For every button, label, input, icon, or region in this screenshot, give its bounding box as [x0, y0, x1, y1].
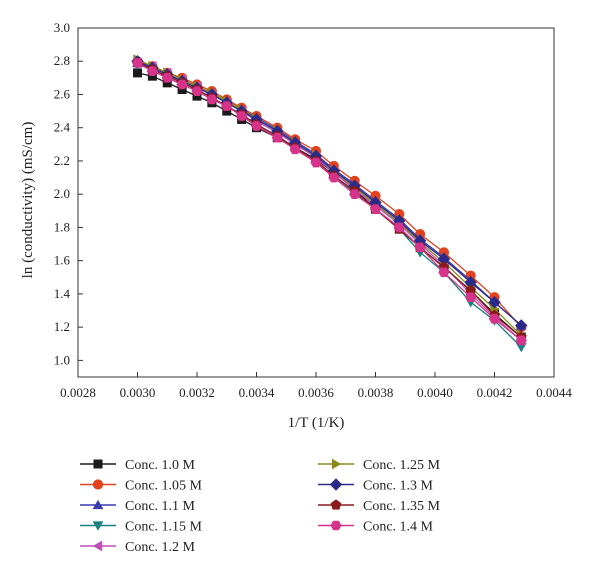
legend-label: Conc. 1.1 M — [125, 499, 196, 514]
y-tick-label: 1.0 — [54, 352, 70, 367]
series-line — [137, 62, 522, 341]
y-axis-title: ln (conductivity) (mS/cm) — [20, 122, 36, 279]
series-line — [137, 63, 522, 348]
data-point — [221, 101, 233, 111]
y-tick-label: 2.2 — [54, 153, 70, 168]
legend-label: Conc. 1.2 M — [125, 540, 196, 555]
legend-item: Conc. 1.15 M — [80, 520, 203, 535]
x-tick-label: 0.0040 — [417, 385, 453, 400]
data-point — [206, 94, 218, 105]
y-tick-label: 2.6 — [54, 86, 71, 101]
legend-label: Conc. 1.35 M — [363, 499, 441, 514]
data-point — [146, 66, 158, 77]
y-tick-label: 3.0 — [54, 20, 70, 35]
legend-marker — [330, 520, 342, 531]
data-point — [236, 111, 248, 121]
series-layer — [131, 54, 528, 353]
data-point — [191, 86, 203, 96]
x-tick-label: 0.0042 — [477, 385, 513, 400]
data-point — [465, 292, 477, 303]
x-tick-label: 0.0032 — [179, 385, 215, 400]
series-1 — [133, 68, 526, 342]
data-point — [349, 189, 361, 199]
data-point — [488, 295, 501, 309]
x-axis-title: 1/T (1/K) — [288, 415, 345, 431]
data-point — [289, 144, 301, 155]
legend-marker — [92, 499, 104, 510]
x-tick-label: 0.0038 — [358, 385, 394, 400]
y-tick-label: 1.2 — [54, 319, 70, 334]
y-tick-label: 2.8 — [54, 53, 70, 68]
y-tick-label: 2.0 — [54, 186, 70, 201]
x-tick-label: 0.0044 — [536, 385, 572, 400]
data-point — [133, 68, 143, 78]
x-tick-label: 0.0036 — [298, 385, 334, 400]
legend-marker — [92, 479, 104, 490]
legend-marker — [92, 540, 103, 552]
series-9 — [131, 58, 527, 346]
legend-item: Conc. 1.0 M — [80, 458, 196, 473]
y-axis: 1.0 1.2 1.4 1.6 1.8 2.0 2.2 2.4 2.6 2.8 3.0 — [54, 20, 83, 367]
legend-label: Conc. 1.15 M — [125, 520, 203, 535]
legend-marker — [331, 458, 342, 470]
y-tick-label: 2.4 — [54, 120, 71, 135]
data-point — [438, 267, 450, 278]
legend-item: Conc. 1.1 M — [80, 499, 196, 514]
series-5 — [132, 57, 526, 346]
legend-label: Conc. 1.4 M — [363, 520, 434, 535]
legend-label: Conc. 1.25 M — [363, 458, 441, 473]
series-line — [137, 62, 522, 338]
data-point — [271, 132, 283, 143]
legend-marker — [330, 499, 342, 510]
data-point — [515, 335, 527, 346]
legend-item: Conc. 1.3 M — [318, 478, 434, 494]
legend-item: Conc. 1.35 M — [318, 499, 441, 514]
data-point — [250, 121, 263, 131]
y-tick-label: 1.6 — [54, 253, 71, 268]
legend-item: Conc. 1.25 M — [318, 458, 441, 473]
data-point — [176, 79, 188, 90]
x-tick-label: 0.0028 — [60, 385, 96, 400]
data-point — [131, 58, 144, 68]
legend-marker — [92, 521, 104, 531]
y-tick-label: 1.8 — [54, 219, 70, 234]
legend-marker — [329, 478, 343, 491]
legend-item: Conc. 1.2 M — [80, 540, 196, 555]
data-point — [515, 319, 528, 332]
legend-marker — [93, 459, 103, 469]
series-4 — [132, 60, 527, 353]
legend-item: Conc. 1.4 M — [318, 520, 434, 535]
data-point — [393, 222, 405, 233]
data-point — [414, 242, 426, 253]
legend: Conc. 1.0 M Conc. 1.05 M Conc. 1.1 M Conc. … — [80, 458, 441, 555]
data-point — [369, 204, 382, 214]
legend-item: Conc. 1.05 M — [80, 479, 203, 494]
x-tick-label: 0.0030 — [120, 385, 156, 400]
legend-label: Conc. 1.3 M — [363, 479, 434, 494]
data-point — [488, 314, 501, 324]
series-line — [137, 62, 522, 341]
legend-label: Conc. 1.05 M — [125, 479, 203, 494]
data-point — [328, 172, 340, 183]
x-axis: 0.0028 0.0030 0.0032 0.0034 0.0036 0.0038 0.00… — [60, 372, 572, 400]
y-tick-label: 1.4 — [54, 286, 71, 301]
series-line — [137, 72, 522, 338]
data-point — [161, 73, 173, 83]
legend-label: Conc. 1.0 M — [125, 458, 196, 473]
x-tick-label: 0.0034 — [239, 385, 275, 400]
data-point — [310, 157, 322, 168]
